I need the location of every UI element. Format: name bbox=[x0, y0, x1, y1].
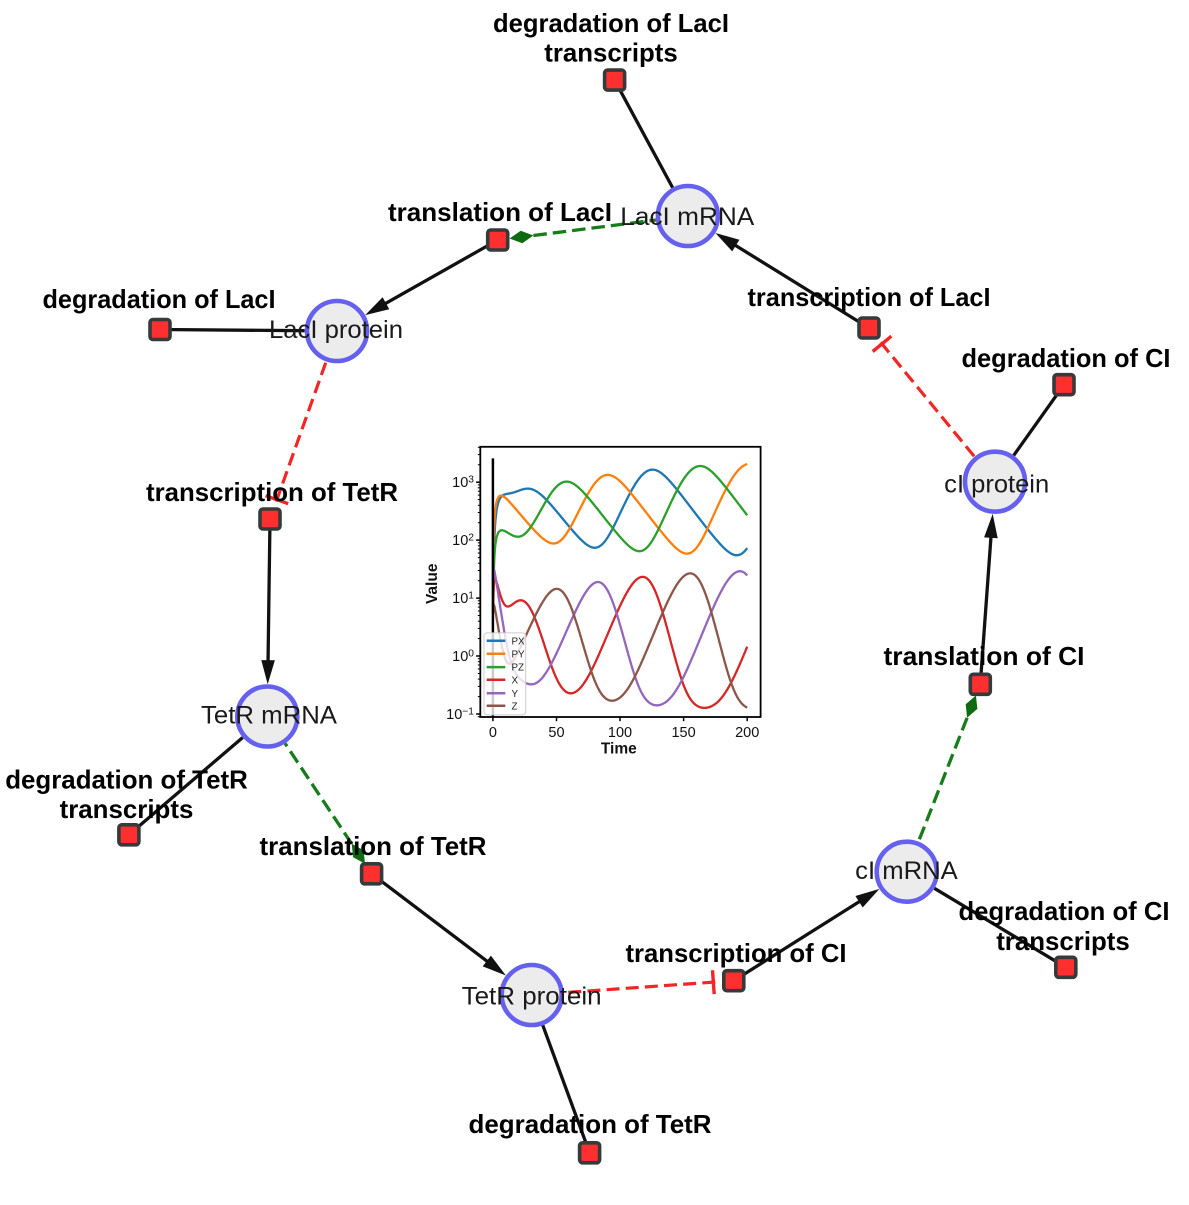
svg-text:Value: Value bbox=[424, 563, 441, 604]
svg-text:degradation of TetR: degradation of TetR bbox=[469, 1109, 712, 1139]
svg-text:Time: Time bbox=[601, 741, 637, 758]
svg-text:Y: Y bbox=[512, 689, 519, 700]
svg-text:3: 3 bbox=[468, 475, 474, 486]
svg-text:TetR protein: TetR protein bbox=[462, 982, 602, 1010]
svg-text:cI mRNA: cI mRNA bbox=[855, 857, 958, 885]
svg-text:translation of LacI: translation of LacI bbox=[388, 197, 612, 227]
svg-text:TetR mRNA: TetR mRNA bbox=[201, 701, 337, 729]
svg-text:10: 10 bbox=[452, 475, 468, 491]
svg-text:transcription of CI: transcription of CI bbox=[626, 938, 847, 968]
svg-text:LacI protein: LacI protein bbox=[269, 316, 403, 344]
svg-text:10: 10 bbox=[452, 591, 468, 607]
svg-text:PX: PX bbox=[512, 636, 526, 647]
svg-text:0: 0 bbox=[468, 648, 474, 659]
svg-text:100: 100 bbox=[608, 725, 632, 741]
svg-text:0: 0 bbox=[489, 725, 497, 741]
svg-text:transcripts: transcripts bbox=[996, 926, 1130, 956]
svg-text:PY: PY bbox=[512, 649, 526, 660]
svg-text:LacI mRNA: LacI mRNA bbox=[620, 203, 754, 231]
svg-text:transcripts: transcripts bbox=[544, 38, 678, 68]
svg-text:degradation of LacI: degradation of LacI bbox=[43, 284, 276, 314]
svg-text:transcripts: transcripts bbox=[60, 794, 194, 824]
svg-text:translation of TetR: translation of TetR bbox=[260, 831, 487, 861]
svg-text:PZ: PZ bbox=[512, 663, 525, 674]
svg-text:degradation of CI: degradation of CI bbox=[959, 896, 1170, 926]
svg-text:X: X bbox=[512, 675, 519, 686]
svg-text:10: 10 bbox=[452, 649, 468, 665]
svg-text:Z: Z bbox=[512, 701, 518, 712]
svg-text:1: 1 bbox=[468, 591, 474, 602]
svg-text:2: 2 bbox=[468, 533, 474, 544]
svg-text:degradation of CI: degradation of CI bbox=[962, 343, 1171, 373]
svg-text:translation of CI: translation of CI bbox=[884, 641, 1085, 671]
svg-text:150: 150 bbox=[671, 725, 695, 741]
svg-text:−1: −1 bbox=[462, 706, 474, 717]
svg-text:50: 50 bbox=[548, 725, 564, 741]
svg-text:transcription of TetR: transcription of TetR bbox=[146, 477, 398, 507]
svg-text:cI protein: cI protein bbox=[944, 471, 1049, 499]
svg-text:transcription of LacI: transcription of LacI bbox=[748, 282, 991, 312]
svg-text:10: 10 bbox=[452, 533, 468, 549]
svg-text:200: 200 bbox=[735, 725, 759, 741]
svg-text:10: 10 bbox=[446, 707, 462, 723]
svg-text:degradation of TetR: degradation of TetR bbox=[5, 765, 248, 795]
svg-text:degradation of LacI: degradation of LacI bbox=[493, 8, 729, 38]
